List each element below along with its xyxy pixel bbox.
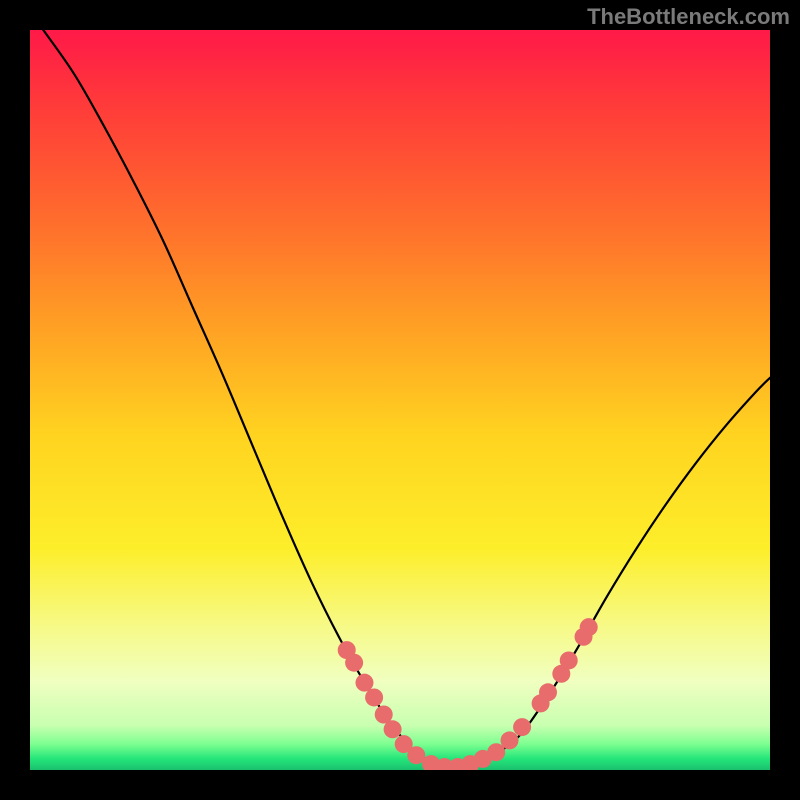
chart-svg	[30, 30, 770, 770]
marker-point	[580, 618, 598, 636]
marker-point	[539, 683, 557, 701]
marker-point	[501, 731, 519, 749]
gradient-background	[30, 30, 770, 770]
marker-point	[345, 654, 363, 672]
marker-point	[513, 718, 531, 736]
marker-point	[384, 720, 402, 738]
marker-point	[560, 651, 578, 669]
plot-area	[30, 30, 770, 770]
watermark-label: TheBottleneck.com	[587, 4, 790, 30]
marker-point	[365, 688, 383, 706]
marker-point	[355, 674, 373, 692]
chart-frame: TheBottleneck.com	[0, 0, 800, 800]
